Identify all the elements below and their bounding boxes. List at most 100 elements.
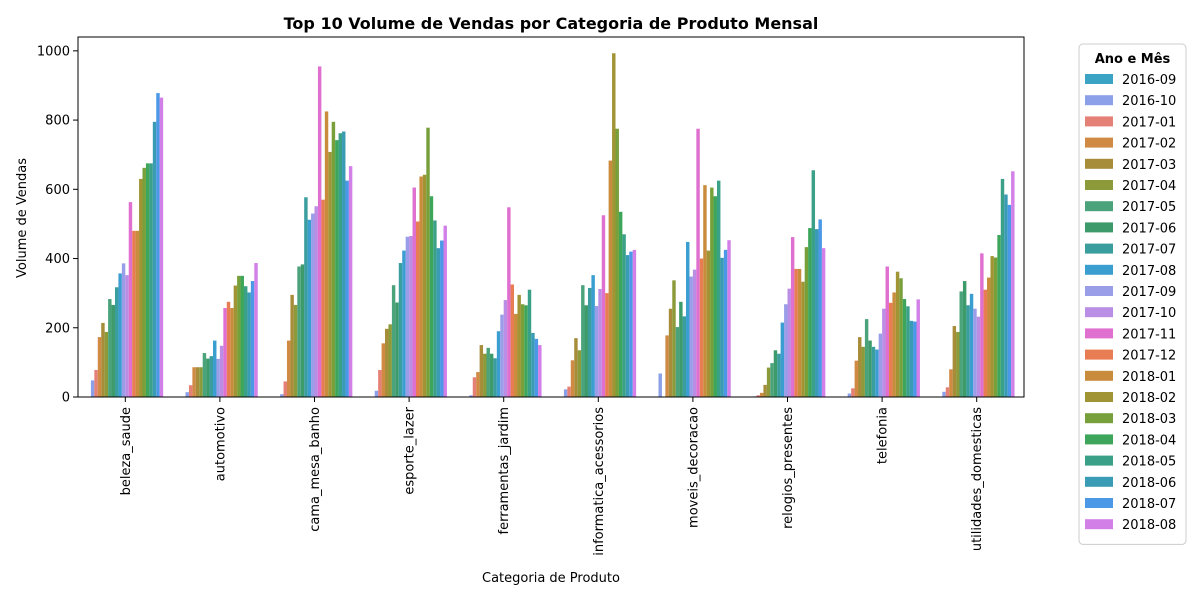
legend-label-2018-02: 2018-02 — [1122, 391, 1176, 406]
bar-beleza_saude-2017-01 — [94, 370, 98, 397]
bar-utilidades_domesticas-2017-11 — [980, 253, 984, 397]
bar-relogios_presentes-2018-02 — [801, 281, 805, 397]
legend-label-2017-10: 2017-10 — [1122, 306, 1176, 321]
bar-automotivo-2017-06 — [206, 358, 210, 397]
bar-telefonia-2018-04 — [902, 299, 907, 397]
bar-automotivo-2017-04 — [199, 367, 203, 397]
bar-utilidades_domesticas-2017-09 — [973, 308, 977, 397]
bar-telefonia-2016-10 — [847, 393, 852, 397]
bar-moveis_decoracao-2018-06 — [720, 257, 724, 397]
bar-informatica_acessorios-2018-08 — [632, 249, 637, 397]
bar-moveis_decoracao-2018-05 — [716, 180, 721, 397]
bar-beleza_saude-2017-12 — [132, 230, 136, 397]
bar-moveis_decoracao-2017-04 — [672, 280, 676, 397]
bar-beleza_saude-2018-05 — [149, 163, 153, 397]
legend-label-2017-04: 2017-04 — [1122, 179, 1176, 194]
bar-ferramentas_jardim-2018-01 — [514, 313, 518, 397]
bar-utilidades_domesticas-2017-06 — [962, 281, 967, 397]
legend-swatch-2018-07 — [1085, 498, 1113, 508]
y-tick-label: 600 — [45, 183, 70, 198]
bar-beleza_saude-2018-03 — [142, 167, 146, 397]
legend-swatch-2017-01 — [1085, 116, 1113, 127]
bar-automotivo-2017-10 — [219, 345, 224, 397]
legend-swatch-2018-05 — [1085, 455, 1113, 466]
legend-label-2018-03: 2018-03 — [1122, 412, 1176, 427]
legend-swatch-2017-10 — [1085, 307, 1113, 318]
legend-swatch-2017-05 — [1085, 201, 1113, 212]
bar-relogios_presentes-2018-06 — [815, 229, 819, 397]
bar-esporte_lazer-2017-11 — [412, 187, 416, 397]
bar-esporte_lazer-2018-02 — [422, 174, 427, 397]
legend-swatch-2018-08 — [1085, 519, 1113, 530]
legend-swatch-2017-04 — [1085, 180, 1113, 190]
bar-informatica_acessorios-2017-11 — [601, 215, 606, 397]
bar-moveis_decoracao-2018-03 — [710, 187, 714, 397]
bar-telefonia-2017-12 — [888, 302, 893, 397]
chart-title: Top 10 Volume de Vendas por Categoria de… — [284, 14, 819, 33]
bar-automotivo-2018-07 — [250, 281, 255, 397]
bar-cama_mesa_banho-2018-01 — [324, 111, 329, 398]
legend-label-2018-07: 2018-07 — [1122, 497, 1176, 512]
y-axis-label: Volume de Vendas — [15, 158, 30, 278]
bar-moveis_decoracao-2017-12 — [699, 258, 704, 397]
bars-layer — [90, 53, 1015, 398]
legend-label-2017-12: 2017-12 — [1122, 349, 1176, 364]
x-tick-label-esporte_lazer: esporte_lazer — [403, 406, 418, 494]
bar-esporte_lazer-2018-03 — [426, 127, 430, 397]
bar-telefonia-2018-02 — [895, 271, 900, 397]
bar-utilidades_domesticas-2017-03 — [952, 326, 957, 397]
bar-automotivo-2018-02 — [233, 285, 238, 397]
bar-esporte_lazer-2017-05 — [391, 285, 396, 397]
bar-beleza_saude-2017-06 — [111, 304, 115, 397]
bar-utilidades_domesticas-2018-02 — [990, 256, 994, 397]
bar-relogios_presentes-2018-05 — [811, 170, 816, 397]
legend-label-2017-01: 2017-01 — [1122, 115, 1176, 130]
bar-relogios_presentes-2018-01 — [797, 268, 802, 397]
bar-relogios_presentes-2017-05 — [770, 363, 774, 397]
bar-informatica_acessorios-2016-10 — [563, 389, 568, 397]
bar-ferramentas_jardim-2017-02 — [476, 372, 480, 397]
bar-beleza_saude-2017-02 — [97, 337, 102, 397]
bar-telefonia-2018-08 — [916, 299, 920, 397]
x-tick-label-relogios_presentes: relogios_presentes — [781, 407, 796, 529]
bar-automotivo-2017-11 — [223, 308, 227, 397]
bar-informatica_acessorios-2018-03 — [615, 128, 619, 398]
legend-title: Ano e Mês — [1095, 52, 1171, 67]
legend-label-2017-06: 2017-06 — [1122, 221, 1176, 236]
bar-relogios_presentes-2017-01 — [756, 395, 760, 397]
bar-esporte_lazer-2017-06 — [395, 302, 399, 397]
bar-esporte_lazer-2016-10 — [374, 390, 379, 397]
legend-swatch-2017-12 — [1085, 349, 1113, 360]
bar-ferramentas_jardim-2018-08 — [538, 345, 542, 397]
legend-label-2017-08: 2017-08 — [1122, 264, 1176, 279]
bar-utilidades_domesticas-2017-10 — [976, 316, 981, 397]
legend-swatch-2017-06 — [1085, 222, 1113, 233]
bar-relogios_presentes-2018-07 — [818, 219, 822, 397]
bar-telefonia-2017-11 — [885, 266, 889, 397]
bar-informatica_acessorios-2018-05 — [622, 234, 626, 397]
bar-moveis_decoracao-2017-06 — [679, 301, 683, 397]
bar-informatica_acessorios-2018-02 — [612, 53, 616, 398]
bar-informatica_acessorios-2018-04 — [618, 211, 623, 397]
legend: Ano e Mês 2016-09 2016-10 2017-01 2017-02 201… — [1078, 43, 1187, 545]
bar-ferramentas_jardim-2017-01 — [472, 377, 477, 397]
bar-moveis_decoracao-2018-04 — [713, 196, 717, 397]
bar-esporte_lazer-2017-04 — [388, 324, 392, 397]
bar-informatica_acessorios-2017-04 — [577, 350, 582, 397]
legend-label-2016-10: 2016-10 — [1122, 94, 1176, 109]
legend-label-2017-09: 2017-09 — [1122, 285, 1176, 300]
bar-utilidades_domesticas-2017-04 — [956, 331, 960, 397]
bar-ferramentas_jardim-2018-03 — [520, 304, 525, 397]
bar-cama_mesa_banho-2018-07 — [345, 180, 349, 397]
bar-informatica_acessorios-2017-10 — [598, 289, 602, 397]
bar-ferramentas_jardim-2018-06 — [531, 332, 535, 397]
bar-beleza_saude-2017-03 — [101, 322, 105, 397]
bar-ferramentas_jardim-2017-12 — [510, 284, 515, 397]
bar-telefonia-2018-03 — [899, 278, 903, 397]
legend-label-2017-11: 2017-11 — [1122, 327, 1176, 342]
bar-cama_mesa_banho-2018-08 — [348, 166, 353, 397]
bar-cama_mesa_banho-2017-02 — [286, 340, 291, 397]
bar-automotivo-2018-01 — [230, 308, 234, 397]
